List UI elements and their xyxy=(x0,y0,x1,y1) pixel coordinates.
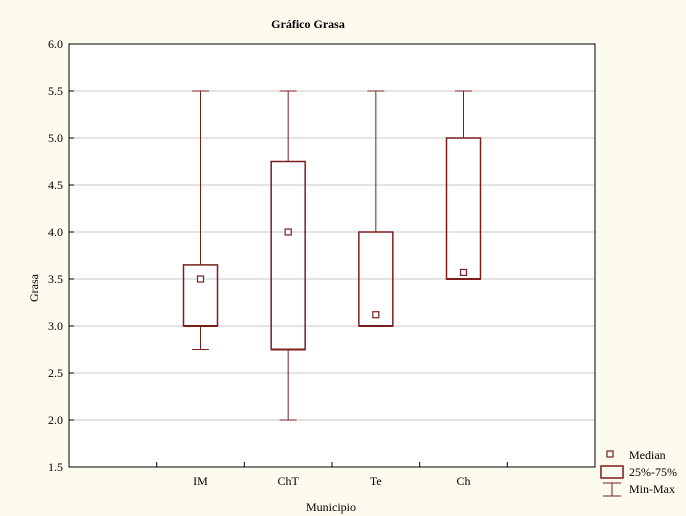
y-axis-title: Grasa xyxy=(27,273,41,302)
legend-box-icon xyxy=(600,465,624,479)
y-tick-label: 4.5 xyxy=(48,178,63,192)
y-tick-label: 2.0 xyxy=(48,413,63,427)
x-tick-label: ChT xyxy=(277,474,299,488)
box-ChT xyxy=(270,90,306,421)
y-tick-label: 3.5 xyxy=(48,272,63,286)
grid-lines xyxy=(69,90,595,421)
legend-median-icon xyxy=(606,450,614,458)
plot-area xyxy=(69,44,595,467)
y-tick-label: 2.5 xyxy=(48,366,63,380)
y-tick-label: 6.0 xyxy=(48,37,63,51)
x-axis-title: Municipio xyxy=(306,500,356,514)
x-tick-label: IM xyxy=(193,474,208,488)
box-series xyxy=(182,90,482,421)
y-tick-label: 3.0 xyxy=(48,319,63,333)
x-tick-label: Te xyxy=(370,474,382,488)
x-tick-label: Ch xyxy=(456,474,470,488)
y-tick-label: 4.0 xyxy=(48,225,63,239)
box-IM xyxy=(182,90,219,350)
legend-label-median: Median xyxy=(629,448,666,462)
y-axis: 1.5 2.0 2.5 3.0 3.5 4.0 4.5 5.0 5.5 6.0 xyxy=(48,37,74,474)
legend: Median 25%-75% Min-Max xyxy=(600,448,677,497)
y-tick-label: 5.0 xyxy=(48,131,63,145)
x-axis: IM ChT Te Ch xyxy=(156,462,508,488)
chart-title: Gráfico Grasa xyxy=(271,17,345,31)
box-Ch xyxy=(445,90,482,280)
median-marker xyxy=(284,228,292,236)
legend-label-minmax: Min-Max xyxy=(629,482,675,496)
y-tick-label: 1.5 xyxy=(48,460,63,474)
median-marker xyxy=(196,275,205,283)
legend-label-box: 25%-75% xyxy=(629,465,677,479)
legend-whisker-icon xyxy=(603,482,621,497)
box-Te xyxy=(358,90,394,327)
median-marker xyxy=(459,268,468,277)
y-tick-label: 5.5 xyxy=(48,84,63,98)
median-marker xyxy=(372,311,380,319)
